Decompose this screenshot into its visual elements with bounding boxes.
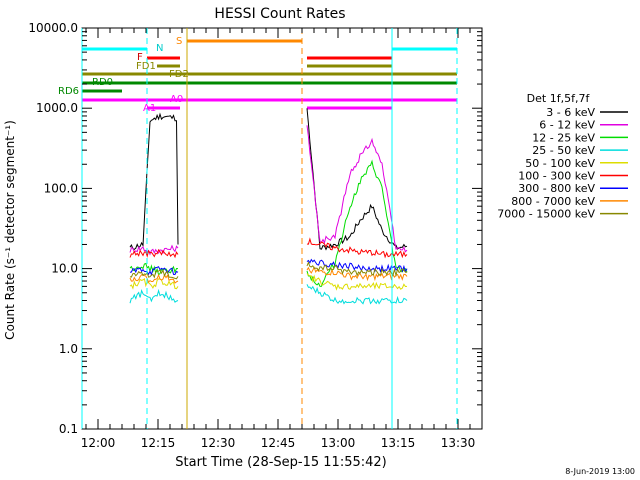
series-line xyxy=(129,288,179,304)
legend-entry: 7000 - 15000 keV xyxy=(497,208,595,221)
y-tick-label: 0.1 xyxy=(59,422,78,436)
x-tick-label: 13:15 xyxy=(381,436,416,450)
series-line xyxy=(306,125,408,253)
x-ticks: 12:00 12:15 12:30 12:45 13:00 13:15 13:30 xyxy=(81,28,476,450)
series-line xyxy=(306,108,408,251)
x-tick-label: 13:30 xyxy=(441,436,476,450)
flag-label: F xyxy=(137,52,143,63)
legend-entry: 300 - 800 keV xyxy=(518,182,595,195)
flag-label: A1 xyxy=(143,103,156,114)
x-tick-label: 12:30 xyxy=(201,436,236,450)
series-line xyxy=(306,237,408,259)
series-line xyxy=(129,112,179,251)
flag-label: FD1 xyxy=(136,61,156,72)
series-line xyxy=(306,273,408,291)
legend-entry: 6 - 12 keV xyxy=(539,119,595,132)
x-tick-label: 12:00 xyxy=(81,436,116,450)
flag-label: A0 xyxy=(170,94,183,105)
series-line xyxy=(129,266,179,277)
legend-entry: 50 - 100 keV xyxy=(525,157,595,170)
y-axis-label: Count Rate (s⁻¹ detector segment⁻¹) xyxy=(3,120,17,340)
y-tick-label: 1.0 xyxy=(59,342,78,356)
y-tick-label: 10000.0 xyxy=(28,21,78,35)
y-ticks: 0.1 1.0 10.0 100.0 1000.0 10000.0 xyxy=(28,21,482,436)
chart-title: HESSI Count Rates xyxy=(214,6,345,22)
legend-entry: 12 - 25 keV xyxy=(532,131,595,144)
timestamp: 8-Jun-2019 13:00 xyxy=(565,467,635,476)
series-line xyxy=(129,278,179,290)
flag-label: N xyxy=(156,43,163,54)
x-tick-label: 12:45 xyxy=(261,436,296,450)
series-line xyxy=(129,248,179,259)
series-line xyxy=(306,284,408,305)
legend-entry: 25 - 50 keV xyxy=(532,144,595,157)
series-line xyxy=(129,244,179,256)
flag-label: RD0 xyxy=(92,77,113,88)
flag-bars xyxy=(82,39,457,110)
series-line xyxy=(306,159,408,287)
legend-title: Det 1f,5f,7f xyxy=(527,92,591,105)
y-tick-label: 10.0 xyxy=(51,262,78,276)
flag-label: RD6 xyxy=(58,86,79,97)
x-tick-label: 13:00 xyxy=(321,436,356,450)
data-lines xyxy=(129,108,408,305)
y-tick-label: 1000.0 xyxy=(36,101,78,115)
series-line xyxy=(129,269,179,280)
flag-label: FD2 xyxy=(169,69,189,80)
legend-entry: 100 - 300 keV xyxy=(518,170,595,183)
y-tick-label: 100.0 xyxy=(44,181,78,195)
legend-entry: 800 - 7000 keV xyxy=(511,195,595,208)
series-line xyxy=(129,273,179,284)
series-line xyxy=(306,266,408,282)
x-tick-label: 12:15 xyxy=(141,436,176,450)
vertical-markers xyxy=(81,28,458,429)
legend-entry: 3 - 6 keV xyxy=(546,106,595,119)
x-axis-label: Start Time (28-Sep-15 11:55:42) xyxy=(175,455,386,470)
plot-frame xyxy=(81,27,483,430)
flag-label: S xyxy=(176,36,182,47)
series-line xyxy=(306,261,408,277)
